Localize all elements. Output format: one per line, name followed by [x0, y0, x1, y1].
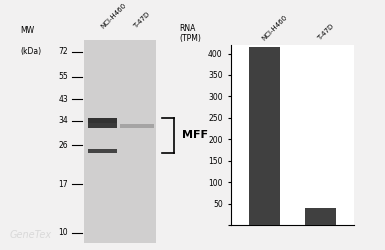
Text: T-47D: T-47D: [316, 23, 335, 42]
Text: 17: 17: [59, 180, 68, 189]
Bar: [88, 149, 117, 153]
Text: 55: 55: [58, 72, 68, 81]
Text: 72: 72: [59, 48, 68, 56]
Text: NCI-H460: NCI-H460: [100, 2, 128, 30]
Text: 26: 26: [59, 141, 68, 150]
Bar: [120, 124, 154, 128]
Bar: [88, 118, 117, 123]
Text: T-47D: T-47D: [132, 12, 151, 30]
Text: 10: 10: [59, 228, 68, 237]
Bar: [84, 40, 156, 242]
Bar: [88, 124, 117, 128]
Text: 34: 34: [58, 116, 68, 125]
Text: MFF: MFF: [182, 130, 208, 140]
Bar: [249, 47, 280, 225]
Text: NCI-H460: NCI-H460: [260, 14, 288, 42]
Text: 43: 43: [58, 95, 68, 104]
Text: (kDa): (kDa): [20, 47, 41, 56]
Text: MW: MW: [20, 26, 34, 35]
Bar: [305, 208, 336, 225]
Text: RNA
(TPM): RNA (TPM): [179, 24, 201, 43]
Text: GeneTex: GeneTex: [10, 230, 52, 240]
